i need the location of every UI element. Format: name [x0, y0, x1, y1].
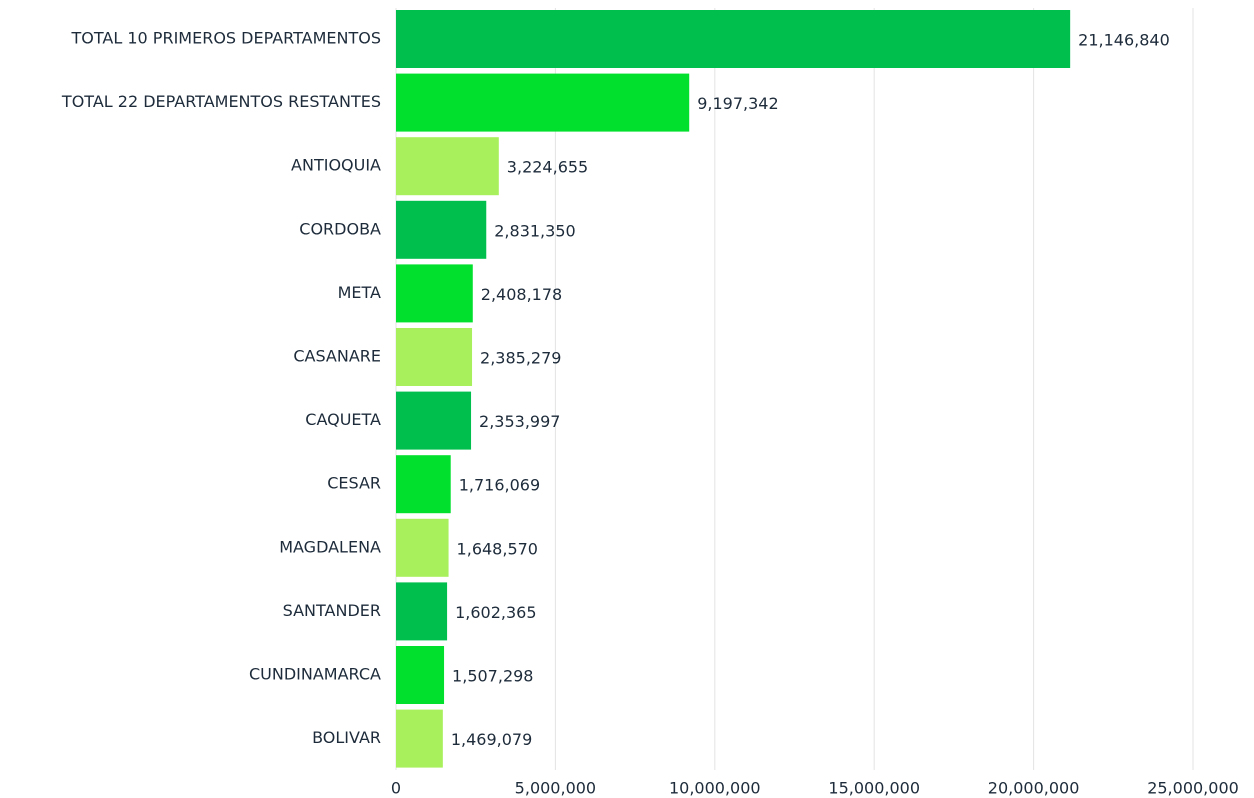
x-tick-label: 20,000,000 — [988, 779, 1080, 798]
value-label: 9,197,342 — [697, 94, 778, 113]
y-tick-label: SANTANDER — [283, 601, 381, 620]
x-tick-label: 5,000,000 — [515, 779, 596, 798]
bar — [396, 137, 499, 196]
bar — [396, 73, 690, 132]
bar — [396, 582, 448, 641]
value-label: 21,146,840 — [1078, 31, 1170, 50]
y-tick-label: CESAR — [327, 474, 381, 493]
value-label: 2,408,178 — [481, 285, 562, 304]
y-tick-label: TOTAL 10 PRIMEROS DEPARTAMENTOS — [71, 29, 381, 48]
bar — [396, 10, 1071, 68]
y-tick-label: CUNDINAMARCA — [249, 665, 381, 684]
value-label: 2,385,279 — [480, 349, 561, 368]
value-label: 1,469,079 — [451, 730, 532, 749]
x-tick-label: 15,000,000 — [828, 779, 920, 798]
y-tick-label: CASANARE — [293, 347, 381, 366]
x-tick-label: 10,000,000 — [669, 779, 761, 798]
y-tick-label: MAGDALENA — [279, 537, 381, 556]
y-tick-label: ANTIOQUIA — [291, 156, 381, 175]
bar — [396, 646, 445, 704]
value-label: 1,507,298 — [452, 667, 533, 686]
y-tick-label: CORDOBA — [299, 219, 381, 238]
value-label: 1,602,365 — [455, 603, 536, 622]
y-tick-label: BOLIVAR — [312, 728, 381, 747]
x-tick-label: 0 — [391, 779, 401, 798]
bar — [396, 391, 472, 450]
bar — [396, 709, 443, 768]
value-label: 1,716,069 — [459, 476, 540, 495]
value-label: 2,831,350 — [494, 221, 575, 240]
bar — [396, 264, 473, 323]
y-tick-label: META — [338, 283, 381, 302]
bar — [396, 455, 451, 514]
bar — [396, 200, 487, 259]
bar — [396, 518, 449, 577]
value-label: 3,224,655 — [507, 158, 588, 177]
y-tick-label: TOTAL 22 DEPARTAMENTOS RESTANTES — [61, 92, 381, 111]
y-tick-label: CAQUETA — [305, 410, 381, 429]
value-label: 1,648,570 — [457, 539, 538, 558]
bar — [396, 328, 473, 386]
x-tick-label: 25,000,000 — [1147, 779, 1239, 798]
value-label: 2,353,997 — [479, 412, 560, 431]
